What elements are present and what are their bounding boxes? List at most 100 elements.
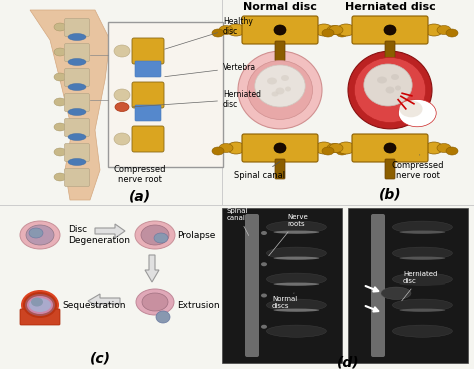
Text: Healthy
disc: Healthy disc <box>164 17 253 49</box>
Polygon shape <box>30 10 110 200</box>
Text: Disc
Degeneration: Disc Degeneration <box>68 225 130 245</box>
Ellipse shape <box>261 325 267 329</box>
FancyBboxPatch shape <box>242 16 318 44</box>
Ellipse shape <box>381 287 411 300</box>
Ellipse shape <box>392 325 452 337</box>
Text: (a): (a) <box>129 189 151 203</box>
Ellipse shape <box>261 293 267 297</box>
Ellipse shape <box>227 142 245 154</box>
Ellipse shape <box>425 142 443 154</box>
Ellipse shape <box>273 283 319 286</box>
Ellipse shape <box>247 61 312 120</box>
Ellipse shape <box>327 25 341 34</box>
Ellipse shape <box>329 25 343 34</box>
Ellipse shape <box>26 225 54 245</box>
Ellipse shape <box>255 65 305 107</box>
Ellipse shape <box>54 98 66 106</box>
Ellipse shape <box>400 100 422 117</box>
Ellipse shape <box>261 231 267 235</box>
Ellipse shape <box>273 308 319 312</box>
Ellipse shape <box>275 87 284 94</box>
Ellipse shape <box>281 75 289 81</box>
Ellipse shape <box>54 148 66 156</box>
FancyBboxPatch shape <box>20 309 60 325</box>
Ellipse shape <box>384 25 396 35</box>
Ellipse shape <box>285 86 291 92</box>
Ellipse shape <box>337 24 355 36</box>
Ellipse shape <box>68 34 86 41</box>
Ellipse shape <box>68 83 86 90</box>
Ellipse shape <box>322 29 334 37</box>
FancyBboxPatch shape <box>108 22 223 167</box>
Ellipse shape <box>266 221 327 233</box>
Ellipse shape <box>54 173 66 181</box>
Text: Normal disc: Normal disc <box>243 2 317 12</box>
Ellipse shape <box>154 233 168 243</box>
Text: Compressed
nerve root: Compressed nerve root <box>114 165 166 184</box>
Text: Normal
discs: Normal discs <box>272 293 297 309</box>
Text: Sequestration: Sequestration <box>62 300 126 310</box>
Polygon shape <box>145 255 159 282</box>
FancyBboxPatch shape <box>348 208 468 363</box>
FancyBboxPatch shape <box>64 93 90 111</box>
Ellipse shape <box>114 89 130 101</box>
Ellipse shape <box>446 29 458 37</box>
Ellipse shape <box>392 247 452 259</box>
Ellipse shape <box>348 51 432 129</box>
Polygon shape <box>88 294 120 308</box>
Ellipse shape <box>27 296 53 314</box>
Ellipse shape <box>31 297 43 307</box>
Ellipse shape <box>274 25 286 35</box>
Ellipse shape <box>266 325 327 337</box>
Ellipse shape <box>141 225 169 245</box>
Ellipse shape <box>384 143 396 153</box>
Ellipse shape <box>68 59 86 66</box>
FancyBboxPatch shape <box>132 82 164 108</box>
Ellipse shape <box>212 147 224 155</box>
Ellipse shape <box>400 308 445 312</box>
Ellipse shape <box>219 144 233 152</box>
FancyBboxPatch shape <box>245 214 259 357</box>
Polygon shape <box>95 224 125 238</box>
Ellipse shape <box>142 293 168 311</box>
Text: Herniated
disc: Herniated disc <box>402 271 438 301</box>
Ellipse shape <box>273 231 319 234</box>
Text: (c): (c) <box>90 351 110 365</box>
Ellipse shape <box>20 221 60 249</box>
Ellipse shape <box>114 45 130 57</box>
Ellipse shape <box>400 231 445 234</box>
Ellipse shape <box>227 24 245 36</box>
Text: Nerve
roots: Nerve roots <box>269 214 308 256</box>
Ellipse shape <box>54 73 66 81</box>
Ellipse shape <box>136 289 174 315</box>
Ellipse shape <box>327 144 341 152</box>
Ellipse shape <box>114 133 130 145</box>
Ellipse shape <box>446 147 458 155</box>
Ellipse shape <box>329 144 343 152</box>
Ellipse shape <box>135 221 175 249</box>
Text: Vertebra: Vertebra <box>165 63 256 77</box>
Ellipse shape <box>54 48 66 56</box>
Ellipse shape <box>54 23 66 31</box>
Ellipse shape <box>437 144 451 152</box>
Ellipse shape <box>212 29 224 37</box>
Ellipse shape <box>29 298 51 312</box>
Ellipse shape <box>425 24 443 36</box>
Text: Spinal canal: Spinal canal <box>235 162 285 180</box>
Ellipse shape <box>437 25 451 34</box>
Ellipse shape <box>399 100 436 127</box>
FancyBboxPatch shape <box>64 18 90 37</box>
Ellipse shape <box>261 262 267 266</box>
Ellipse shape <box>29 228 43 238</box>
Ellipse shape <box>25 294 55 316</box>
FancyBboxPatch shape <box>64 44 90 62</box>
FancyBboxPatch shape <box>135 61 161 77</box>
FancyBboxPatch shape <box>275 41 285 61</box>
Text: (d): (d) <box>337 355 359 369</box>
Text: Prolapse: Prolapse <box>177 231 215 239</box>
Ellipse shape <box>400 256 445 260</box>
FancyBboxPatch shape <box>132 38 164 64</box>
Ellipse shape <box>68 159 86 166</box>
Ellipse shape <box>364 64 412 106</box>
FancyBboxPatch shape <box>64 169 90 186</box>
